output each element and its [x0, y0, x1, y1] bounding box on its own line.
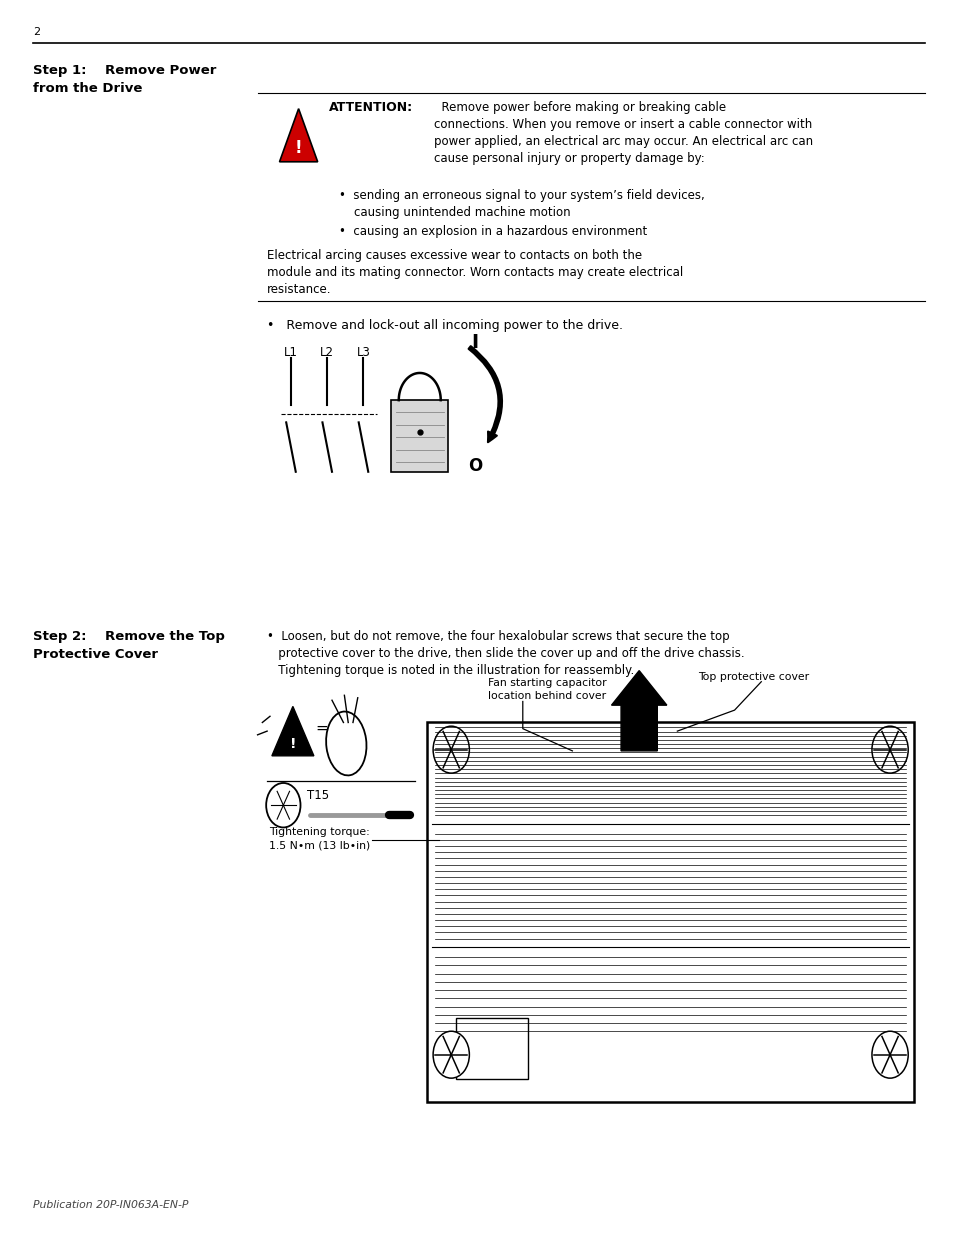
Ellipse shape: [326, 711, 366, 776]
Text: •  Loosen, but do not remove, the four hexalobular screws that secure the top
  : • Loosen, but do not remove, the four he…: [267, 630, 744, 677]
Text: O: O: [468, 457, 481, 475]
Text: Step 2:    Remove the Top
Protective Cover: Step 2: Remove the Top Protective Cover: [33, 630, 225, 661]
Text: L3: L3: [356, 346, 370, 359]
Polygon shape: [272, 706, 314, 756]
Circle shape: [266, 783, 300, 827]
Text: Fan starting capacitor
location behind cover: Fan starting capacitor location behind c…: [488, 678, 606, 701]
Text: !: !: [294, 138, 302, 157]
Text: Tightening torque:
1.5 N•m (13 lb•in): Tightening torque: 1.5 N•m (13 lb•in): [269, 827, 370, 851]
Text: L1: L1: [284, 346, 297, 359]
Polygon shape: [279, 109, 317, 162]
Text: Step 1:    Remove Power
from the Drive: Step 1: Remove Power from the Drive: [33, 64, 216, 95]
Text: Remove power before making or breaking cable
connections. When you remove or ins: Remove power before making or breaking c…: [434, 101, 812, 165]
Circle shape: [433, 1031, 469, 1078]
Text: =: =: [314, 721, 328, 736]
Text: •  causing an explosion in a hazardous environment: • causing an explosion in a hazardous en…: [338, 225, 646, 238]
Circle shape: [433, 726, 469, 773]
Bar: [427, 722, 913, 1102]
Text: ATTENTION:: ATTENTION:: [329, 101, 413, 115]
Text: Electrical arcing causes excessive wear to contacts on both the
module and its m: Electrical arcing causes excessive wear …: [267, 249, 682, 296]
Text: I: I: [471, 333, 478, 352]
Bar: [456, 1018, 527, 1079]
FancyBboxPatch shape: [391, 400, 448, 472]
Text: Top protective cover: Top protective cover: [698, 672, 808, 682]
FancyArrow shape: [611, 671, 666, 751]
Text: •   Remove and lock-out all incoming power to the drive.: • Remove and lock-out all incoming power…: [267, 319, 622, 332]
Text: L2: L2: [320, 346, 334, 359]
Text: T15: T15: [307, 789, 329, 802]
Text: Publication 20P-IN063A-EN-P: Publication 20P-IN063A-EN-P: [33, 1200, 189, 1210]
Text: 2: 2: [33, 27, 40, 37]
Text: !: !: [290, 737, 295, 751]
Circle shape: [871, 1031, 907, 1078]
FancyArrowPatch shape: [468, 346, 501, 442]
Circle shape: [871, 726, 907, 773]
Text: •  sending an erroneous signal to your system’s field devices,
    causing unint: • sending an erroneous signal to your sy…: [338, 189, 703, 219]
